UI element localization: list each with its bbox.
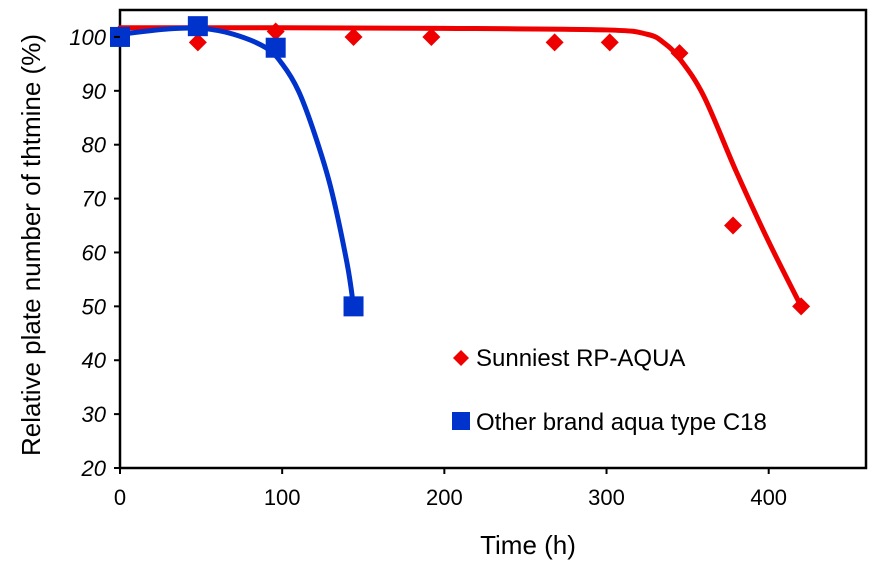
x-tick-label: 200	[426, 485, 463, 510]
y-tick-label: 20	[81, 456, 107, 481]
legend-marker-sunniest-rp-aqua	[453, 350, 469, 366]
data-point-sunniest-rp-aqua	[792, 297, 811, 316]
y-tick-label: 50	[82, 294, 107, 319]
data-point-sunniest-rp-aqua	[724, 216, 743, 235]
legend-marker-other-brand	[452, 412, 470, 430]
data-point-sunniest-rp-aqua	[266, 22, 285, 41]
data-point-other-brand	[265, 37, 286, 58]
y-tick-label: 80	[82, 133, 107, 158]
plot-area	[118, 8, 868, 470]
data-point-other-brand	[343, 296, 364, 317]
x-tick-label: 300	[588, 485, 625, 510]
y-tick-label: 30	[82, 402, 107, 427]
data-point-sunniest-rp-aqua	[670, 44, 689, 63]
y-tick-label: 70	[82, 187, 107, 212]
trend-line-sunniest-rp-aqua	[117, 25, 804, 309]
y-tick-label: 100	[69, 25, 106, 50]
data-point-sunniest-rp-aqua	[188, 33, 207, 52]
x-tick-label: 0	[114, 485, 126, 510]
x-axis-title: Time (h)	[480, 530, 576, 560]
x-tick-label: 400	[750, 485, 787, 510]
legend-label-other-brand: Other brand aqua type C18	[476, 409, 767, 436]
y-tick-label: 40	[82, 348, 107, 373]
data-point-sunniest-rp-aqua	[600, 33, 619, 52]
y-tick-label: 60	[82, 240, 107, 265]
data-point-sunniest-rp-aqua	[344, 27, 363, 46]
y-tick-label: 90	[82, 79, 107, 104]
data-point-other-brand	[187, 16, 208, 37]
legend-label-sunniest-rp-aqua: Sunniest RP-AQUA	[476, 345, 685, 372]
data-point-sunniest-rp-aqua	[422, 27, 441, 46]
x-tick-label: 100	[264, 485, 301, 510]
data-point-sunniest-rp-aqua	[545, 33, 564, 52]
y-axis-title: Relative plate number of thtmine (%)	[16, 34, 46, 456]
legend: Sunniest RP-AQUA Other brand aqua type C…	[452, 345, 767, 436]
